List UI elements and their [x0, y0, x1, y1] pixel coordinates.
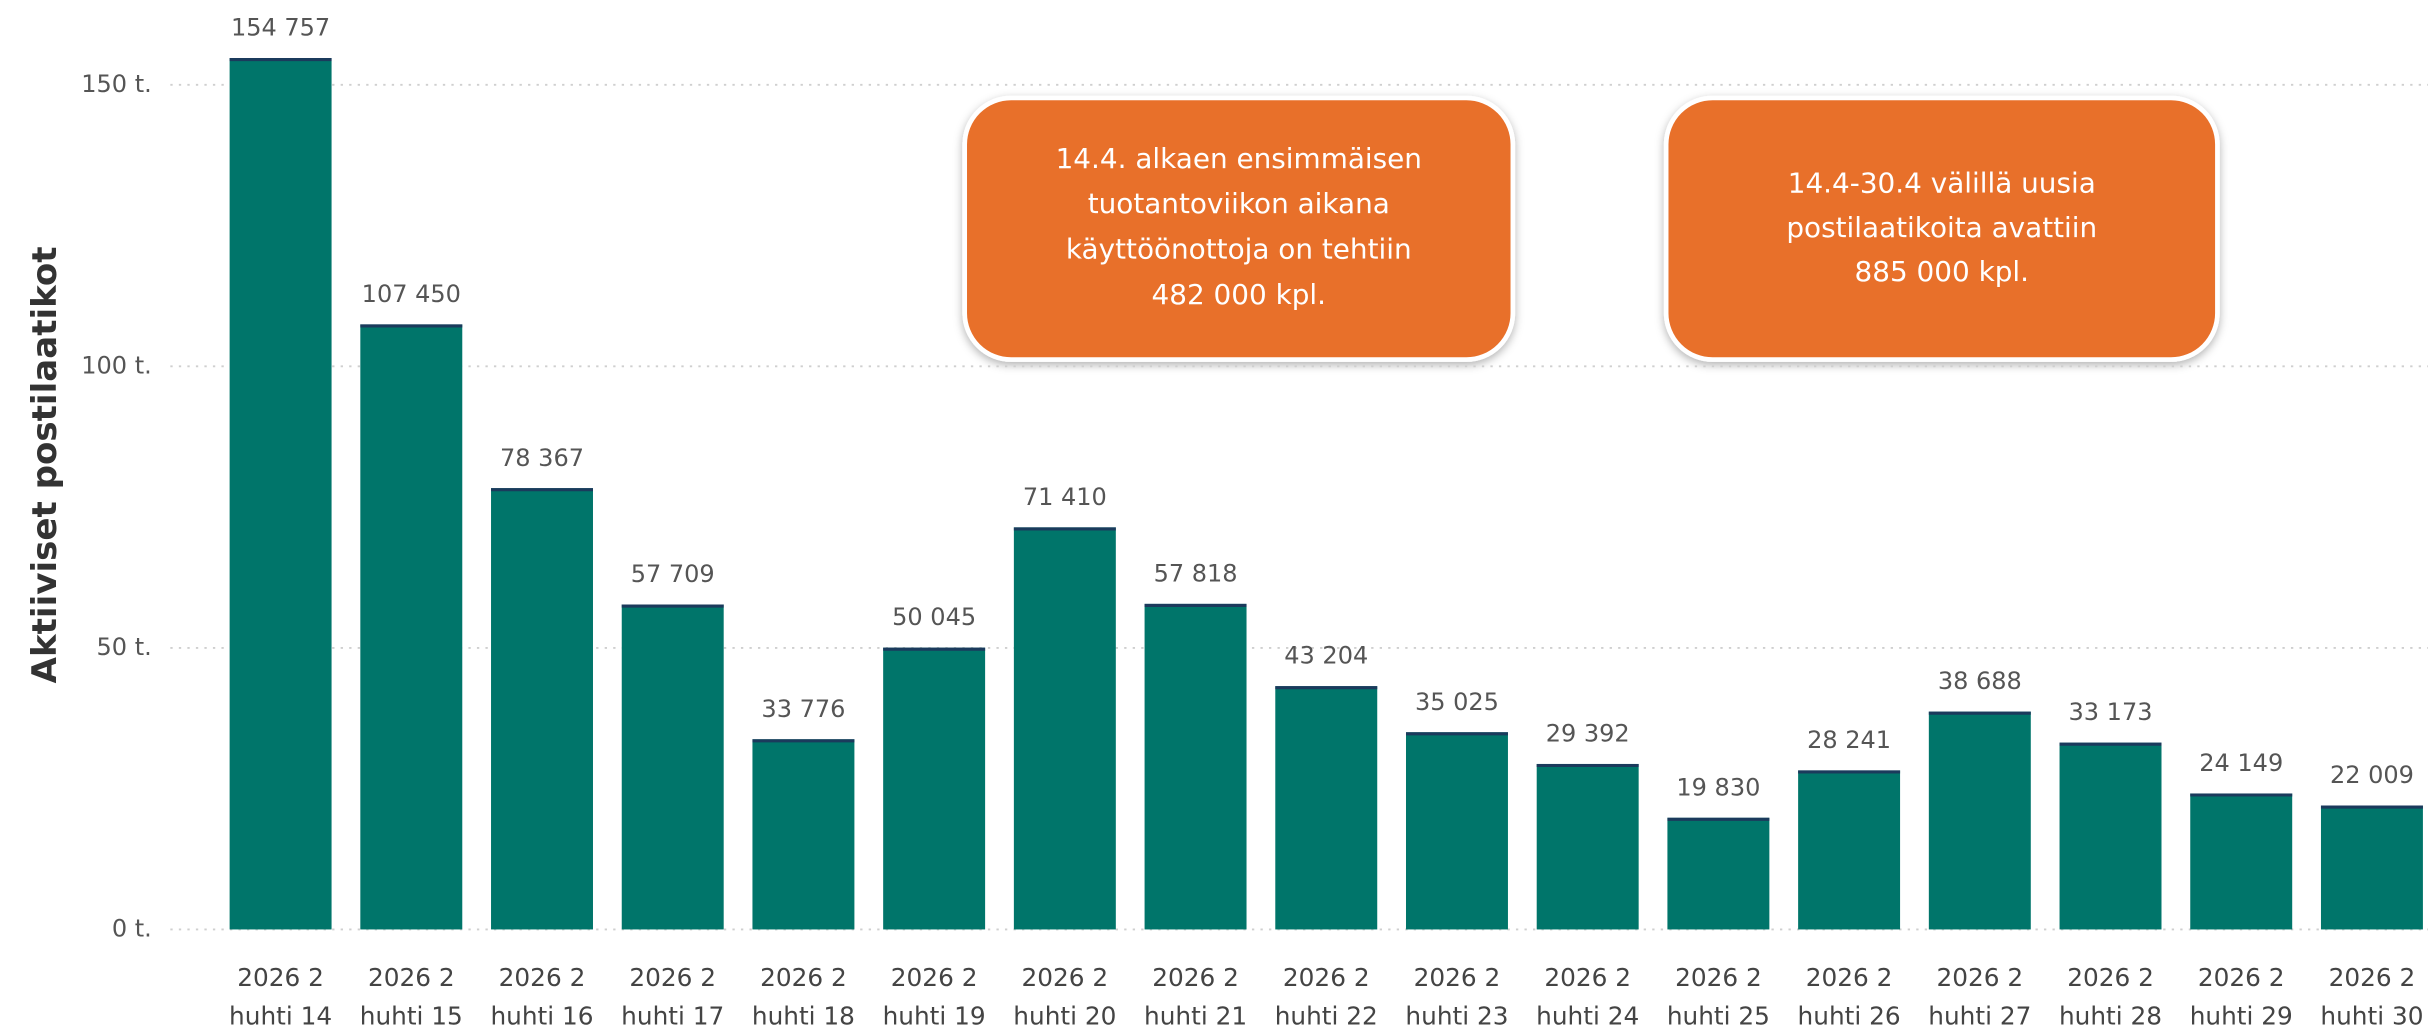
- value-label: 35 025: [1415, 688, 1499, 716]
- bar: [1275, 686, 1378, 930]
- x-tick-label: huhti 30: [2320, 1002, 2423, 1031]
- annotation-text: tuotantoviikon aikana: [1088, 187, 1390, 220]
- x-tick-label: 2026 2: [1414, 963, 1501, 992]
- bar: [1013, 527, 1116, 930]
- value-label: 78 367: [500, 444, 584, 472]
- annotation-text: 14.4-30.4 välillä uusia: [1788, 167, 2096, 200]
- y-tick-label: 100 t.: [81, 351, 151, 379]
- x-tick-label: huhti 17: [621, 1002, 724, 1031]
- x-tick-label: huhti 26: [1798, 1002, 1901, 1031]
- x-tick-label: huhti 22: [1275, 1002, 1378, 1031]
- x-tick-label: 2026 2: [629, 963, 716, 992]
- x-tick-label: 2026 2: [1022, 963, 1109, 992]
- bar: [883, 647, 986, 930]
- x-tick-label: 2026 2: [1283, 963, 1370, 992]
- value-label: 107 450: [362, 280, 461, 308]
- annotation-box: [1663, 95, 2220, 362]
- bar: [2320, 805, 2423, 930]
- annotation-text: käyttöönottoja on tehtiin: [1066, 233, 1412, 266]
- y-tick-label: 50 t.: [97, 633, 152, 661]
- value-label: 43 204: [1284, 642, 1368, 670]
- bar: [360, 324, 463, 930]
- y-axis-label: Aktiiviset postilaatikot: [25, 246, 65, 683]
- annotation-text: 14.4. alkaen ensimmäisen: [1056, 142, 1422, 175]
- x-tick-label: huhti 29: [2190, 1002, 2293, 1031]
- x-tick-label: 2026 2: [891, 963, 978, 992]
- value-label: 28 241: [1807, 726, 1891, 754]
- x-tick-label: huhti 24: [1536, 1002, 1639, 1031]
- bar: [2190, 793, 2293, 930]
- x-tick-label: huhti 21: [1144, 1002, 1247, 1031]
- bar: [1928, 711, 2031, 930]
- value-label: 33 776: [761, 695, 845, 723]
- bar: [621, 604, 724, 930]
- x-tick-label: 2026 2: [1806, 963, 1893, 992]
- x-tick-label: huhti 28: [2059, 1002, 2162, 1031]
- x-tick-label: 2026 2: [1675, 963, 1762, 992]
- bar: [491, 488, 593, 930]
- x-tick-label: 2026 2: [2329, 963, 2416, 992]
- y-tick-label: 0 t.: [112, 914, 152, 942]
- x-tick-label: huhti 23: [1405, 1002, 1508, 1031]
- value-label: 154 757: [231, 14, 330, 42]
- annotation-box: [962, 95, 1516, 362]
- x-tick-label: 2026 2: [1936, 963, 2023, 992]
- bar: [1405, 732, 1508, 930]
- annotation-text: 482 000 kpl.: [1152, 278, 1326, 311]
- bar: [229, 58, 332, 930]
- bar: [1667, 817, 1770, 930]
- x-tick-label: 2026 2: [2067, 963, 2154, 992]
- annotation-text: postilaatikoita avattiin: [1786, 211, 2097, 244]
- annotation-text: 885 000 kpl.: [1855, 255, 2029, 288]
- x-tick-label: huhti 18: [752, 1002, 855, 1031]
- value-label: 29 392: [1546, 720, 1630, 748]
- bar: [2059, 742, 2162, 930]
- value-label: 57 709: [631, 560, 715, 588]
- x-tick-label: huhti 16: [490, 1002, 593, 1031]
- x-tick-label: 2026 2: [2198, 963, 2285, 992]
- bar: [1798, 770, 1901, 930]
- x-tick-label: huhti 19: [883, 1002, 986, 1031]
- value-label: 71 410: [1023, 483, 1107, 511]
- value-label: 57 818: [1154, 559, 1238, 587]
- x-tick-label: 2026 2: [237, 963, 324, 992]
- value-label: 38 688: [1938, 667, 2022, 695]
- value-label: 50 045: [892, 603, 976, 631]
- bar: [1144, 603, 1247, 930]
- x-tick-label: 2026 2: [760, 963, 847, 992]
- x-tick-label: huhti 15: [360, 1002, 463, 1031]
- bar: [752, 739, 855, 930]
- value-label: 33 173: [2069, 698, 2153, 726]
- x-tick-label: huhti 14: [229, 1002, 332, 1031]
- value-label: 22 009: [2330, 761, 2414, 789]
- x-tick-label: 2026 2: [499, 963, 586, 992]
- x-tick-label: huhti 25: [1667, 1002, 1770, 1031]
- x-tick-label: huhti 27: [1928, 1002, 2031, 1031]
- bar: [1536, 763, 1639, 930]
- x-tick-label: 2026 2: [1152, 963, 1239, 992]
- y-tick-label: 150 t.: [81, 70, 151, 98]
- x-tick-label: 2026 2: [368, 963, 455, 992]
- x-tick-label: huhti 20: [1013, 1002, 1116, 1031]
- value-label: 19 830: [1676, 773, 1760, 801]
- value-label: 24 149: [2199, 749, 2283, 777]
- x-tick-label: 2026 2: [1544, 963, 1631, 992]
